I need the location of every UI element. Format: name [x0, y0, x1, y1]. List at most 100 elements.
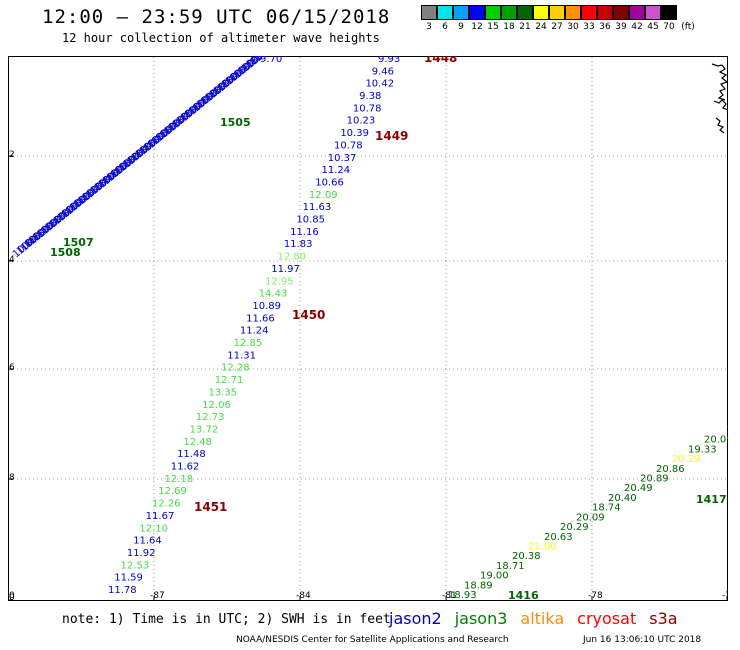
colorbar-label: 36 [599, 22, 611, 32]
colorbar-swatch [517, 5, 533, 20]
coastline-shape [711, 63, 728, 134]
colorbar-swatch [613, 5, 629, 20]
track-label: 9.93 [378, 56, 400, 65]
colorbar-label: 27 [551, 22, 563, 32]
track-label: 12.85 [234, 338, 263, 349]
track-label: 9.38 [359, 91, 381, 102]
colorbar-label: 12 [471, 22, 483, 32]
track-label: 10.39 [340, 128, 369, 139]
colorbar-swatch [645, 5, 661, 20]
colorbar-swatch [581, 5, 597, 20]
track-label: 11.62 [171, 462, 200, 473]
colorbar-swatch [533, 5, 549, 20]
altimeter-map: -90 -87 -84 -81 -78 -75 -50 -52 -54 -56 -58 -60 9.70… [8, 56, 728, 601]
track-label: 11.83 [284, 239, 313, 250]
track-label: 12.71 [215, 375, 244, 386]
satellite-legend: jason2 jason3 altika cryosat s3a [389, 609, 691, 628]
satellite-legend-item: altika [520, 609, 565, 628]
track-label: 11.48 [177, 449, 206, 460]
track-label: 11.63 [303, 202, 332, 213]
satellite-legend-item: cryosat [577, 609, 637, 628]
track-label: 12.06 [202, 400, 231, 411]
colorbar-label: 15 [487, 22, 499, 32]
track-label: 18 [726, 425, 728, 436]
pass-time-label: 1450 [292, 308, 325, 322]
lat-label: -54 [8, 255, 15, 265]
track-label: 20.89 [640, 474, 669, 485]
pass-time-label: 1507 [63, 236, 94, 249]
track-label: 20.63 [544, 532, 573, 543]
lat-label: -58 [8, 473, 15, 483]
track-label: 11.66 [246, 313, 275, 324]
lon-label: -84 [296, 591, 311, 601]
satellite-legend-item: jason3 [454, 609, 508, 628]
track-label: 10.78 [334, 140, 363, 151]
track-clutter: 10.8 [249, 56, 273, 68]
colorbar-swatch [629, 5, 645, 20]
track-label: 20.09 [576, 512, 605, 523]
track-label: 20.86 [656, 464, 685, 475]
track-label: 19.00 [480, 571, 509, 582]
track-label: 11.92 [127, 548, 156, 559]
colorbar-label: 3 [426, 22, 432, 32]
lat-label: -56 [8, 363, 15, 373]
track-label: 18.71 [496, 561, 525, 572]
lon-label: -81 [442, 591, 457, 601]
track-label: 10.85 [296, 215, 325, 226]
track-label: 12.28 [221, 363, 250, 374]
footer-credit: NOAA/NESDIS Center for Satellite Applica… [236, 635, 509, 645]
track-label: 11.59 [114, 573, 143, 584]
pass-time-label: 1416 [508, 589, 539, 601]
track-label: 11.24 [240, 326, 269, 337]
track-label: 12.73 [196, 412, 225, 423]
track-label: 9.46 [372, 66, 394, 77]
pass-time-label: 1508 [50, 246, 81, 259]
colorbar-label: 70 [663, 22, 675, 32]
track-label: 18.89 [464, 580, 493, 591]
track-label: 12.53 [121, 560, 150, 571]
track-label: 20.49 [624, 483, 653, 494]
track-label: 9.70 [260, 56, 282, 65]
colorbar-label: 24 [535, 22, 547, 32]
track-label: 10.42 [365, 79, 394, 90]
colorbar-swatch [469, 5, 485, 20]
track-label: 12.26 [152, 499, 181, 510]
page-subtitle: 12 hour collection of altimeter wave hei… [62, 31, 380, 45]
colorbar-swatch [549, 5, 565, 20]
colorbar-swatch [437, 5, 453, 20]
colorbar-label: 45 [647, 22, 659, 32]
lon-label: -90 [8, 591, 15, 601]
colorbar-swatch [501, 5, 517, 20]
pass-time-label: 1449 [375, 129, 408, 143]
track-label: 11.31 [227, 350, 256, 361]
satellite-legend-item: jason2 [389, 609, 442, 628]
track-label: 20.29 [560, 522, 589, 533]
lat-label: -60 [8, 593, 15, 601]
track-label: 10.23 [347, 116, 376, 127]
pass-time-label: 1417 [696, 493, 727, 506]
track-label: 10.66 [315, 177, 344, 188]
colorbar-swatch [597, 5, 613, 20]
page-title: 12:00 – 23:59 UTC 06/15/2018 [42, 6, 391, 28]
lon-label: -78 [588, 591, 603, 601]
colorbar-swatch [453, 5, 469, 20]
track-label: 14.43 [259, 289, 288, 300]
colorbar-label: 21 [519, 22, 531, 32]
footer-timestamp: Jun 16 13:06:10 UTC 2018 [583, 635, 702, 645]
track-label: 11.78 [108, 585, 137, 596]
track-label: 12.80 [278, 252, 307, 263]
track-label: 12.69 [158, 486, 187, 497]
lon-label: -87 [150, 591, 165, 601]
track-label: 12.10 [139, 523, 168, 534]
track-label: 11.24 [321, 165, 350, 176]
map-frame [8, 56, 728, 601]
track-label: 20.09 [704, 435, 728, 446]
track-label: 10.37 [328, 153, 357, 164]
lat-label: -52 [8, 150, 15, 160]
colorbar-label: 6 [442, 22, 448, 32]
pass-time-label: 1451 [194, 500, 227, 514]
colorbar-label: 39 [615, 22, 627, 32]
pass-time-label: 1505 [220, 116, 251, 129]
track-label: 11.64 [133, 536, 162, 547]
track-label: 20.29 [672, 454, 701, 465]
